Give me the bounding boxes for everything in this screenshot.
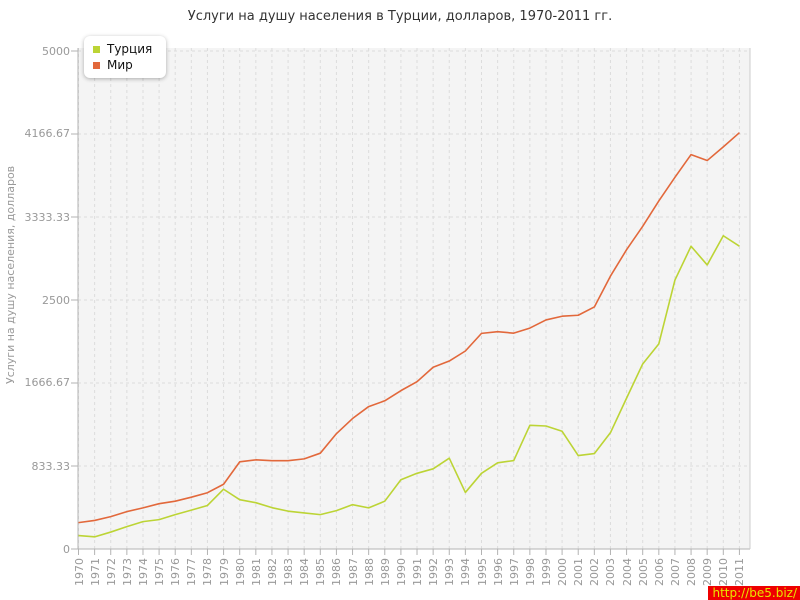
x-tick-label: 2004 (620, 558, 634, 586)
x-tick-label: 1972 (104, 558, 118, 586)
world-series-swatch-icon (93, 61, 100, 69)
y-tick-label: 0 (63, 542, 70, 556)
legend-item-world[interactable]: Мир (93, 57, 152, 73)
x-tick-label: 1980 (233, 558, 247, 586)
watermark-link[interactable]: http://be5.biz/ (708, 586, 800, 600)
y-tick-label: 3333.33 (24, 210, 71, 224)
x-tick-label: 1979 (217, 558, 231, 586)
turkey-series-swatch-icon (93, 45, 100, 53)
x-tick-label: 1981 (249, 558, 263, 586)
x-tick-label: 2011 (733, 558, 747, 586)
x-tick-label: 1970 (72, 558, 86, 586)
x-tick-label: 1997 (507, 558, 521, 586)
x-tick-label: 2007 (668, 558, 682, 586)
x-tick-label: 1996 (491, 558, 505, 586)
x-tick-label: 2002 (588, 558, 602, 586)
x-tick-label: 2006 (652, 558, 666, 586)
x-tick-label: 2000 (556, 558, 570, 586)
x-tick-label: 1987 (346, 558, 360, 586)
x-tick-label: 2001 (572, 558, 586, 586)
x-tick-label: 1994 (459, 558, 473, 586)
x-tick-label: 1973 (120, 558, 134, 586)
y-tick-label: 833.33 (31, 459, 71, 473)
legend-label-turkey: Турция (107, 42, 153, 56)
x-tick-label: 2005 (636, 558, 650, 586)
x-tick-label: 1992 (427, 558, 441, 586)
x-tick-label: 1978 (201, 558, 215, 586)
x-tick-label: 1991 (411, 558, 425, 586)
x-tick-label: 1989 (378, 558, 392, 586)
y-tick-label: 5000 (42, 44, 70, 58)
x-tick-label: 2009 (701, 558, 715, 586)
chart-title: Услуги на душу населения в Турции, долла… (187, 9, 613, 24)
x-tick-label: 1977 (185, 558, 199, 586)
x-tick-label: 1990 (394, 558, 408, 586)
x-tick-label: 1983 (282, 558, 296, 586)
x-tick-label: 1998 (523, 558, 537, 586)
x-tick-label: 1971 (88, 558, 102, 586)
x-tick-label: 1993 (443, 558, 457, 586)
y-tick-label: 4166.67 (24, 127, 71, 141)
x-tick-label: 1984 (298, 558, 312, 586)
x-tick-label: 1995 (475, 558, 489, 586)
x-tick-label: 1985 (314, 558, 328, 586)
legend-label-world: Мир (107, 58, 133, 72)
legend-item-turkey[interactable]: Турция (93, 41, 152, 57)
legend: Турция Мир (84, 36, 167, 78)
x-tick-label: 1986 (330, 558, 344, 586)
y-tick-label: 1666.67 (24, 376, 71, 390)
y-tick-label: 2500 (42, 293, 70, 307)
x-tick-label: 2010 (717, 558, 731, 586)
x-tick-label: 2003 (604, 558, 618, 586)
x-tick-label: 1982 (265, 558, 279, 586)
x-tick-label: 1975 (153, 558, 167, 586)
x-tick-label: 1999 (539, 558, 553, 586)
x-tick-label: 1988 (362, 558, 376, 586)
x-tick-label: 2008 (685, 558, 699, 586)
x-tick-label: 1976 (169, 558, 183, 586)
x-tick-label: 1974 (136, 558, 150, 586)
